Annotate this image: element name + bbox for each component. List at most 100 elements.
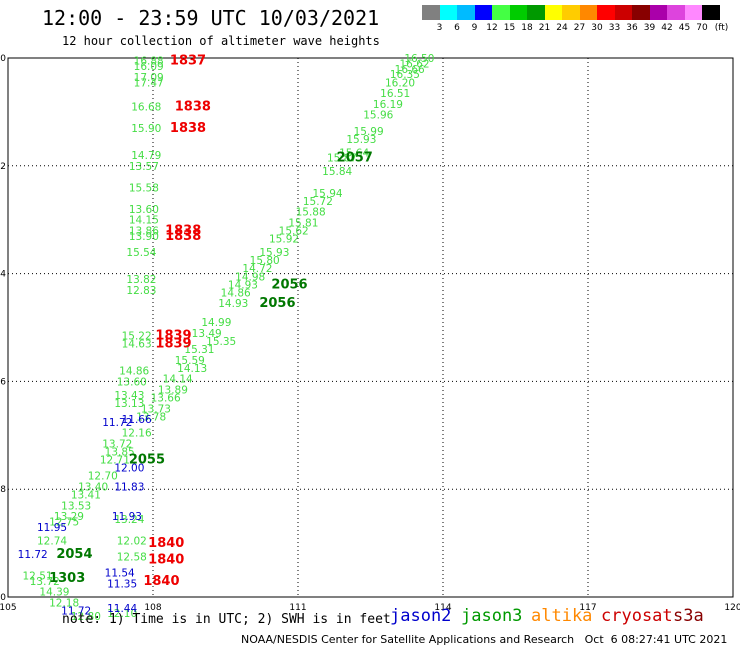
latitude-label: 44 <box>0 270 6 280</box>
pass-time-label: 2057 <box>337 151 373 166</box>
color-scale-label: 6 <box>454 23 460 33</box>
color-swatch <box>544 5 562 20</box>
longitude-label: 111 <box>289 603 306 613</box>
wave-height-label: 14.13 <box>177 363 207 375</box>
color-swatch <box>702 5 720 20</box>
color-swatch <box>492 5 510 20</box>
wave-height-label: 13.60 <box>117 376 147 388</box>
wave-height-label: 11.66 <box>122 414 152 426</box>
wave-height-label: 14.93 <box>218 298 248 310</box>
wave-height-label: 12.00 <box>114 463 144 475</box>
wave-height-label: 14.63 <box>122 339 152 351</box>
wave-height-label: 15.62 <box>279 225 309 237</box>
wave-height-label: 16.88 <box>134 56 164 68</box>
wave-height-label: 11.83 <box>114 482 144 494</box>
color-swatch <box>562 5 580 20</box>
wave-height-label: 15.64 <box>339 147 369 159</box>
wave-height-label: 14.99 <box>201 317 231 329</box>
wave-height-label: 13.85 <box>105 446 135 458</box>
wave-height-label: 13.29 <box>54 511 84 523</box>
wave-height-label: 16.20 <box>385 77 415 89</box>
wave-height-label: 13.43 <box>114 390 144 402</box>
wave-height-label: 12.58 <box>117 552 147 564</box>
wave-height-label: 15.92 <box>269 234 299 246</box>
color-scale-label: 30 <box>591 23 603 33</box>
wave-height-label: 12.83 <box>126 285 156 297</box>
wave-height-label: 13.72 <box>102 438 132 450</box>
wave-height-label: 15.58 <box>129 182 159 194</box>
wave-height-label: 15.81 <box>288 217 318 229</box>
pass-time-label: 1839 <box>155 337 191 352</box>
wave-height-label: 12.71 <box>100 455 130 467</box>
wave-height-label: 11.44 <box>107 603 137 615</box>
longitude-label: 120 <box>724 603 740 613</box>
satellite-legend-entry: s3a <box>673 606 704 626</box>
color-swatch <box>684 5 702 20</box>
footer-credit: NOAA/NESDIS Center for Satellite Applica… <box>241 633 728 646</box>
wave-height-label: 16.35 <box>390 69 420 81</box>
wave-height-label: 13.49 <box>192 328 222 340</box>
color-swatch <box>422 5 440 20</box>
wave-height-label: 14.79 <box>131 150 161 162</box>
pass-time-label: 1840 <box>143 574 179 589</box>
wave-height-label: 17.47 <box>134 77 164 89</box>
color-swatch <box>509 5 527 20</box>
pass-time-label: 1840 <box>148 552 184 567</box>
satellite-legend-entry: jason3 <box>461 606 523 626</box>
wave-height-label: 14.39 <box>39 587 69 599</box>
wave-height-label: 15.59 <box>175 355 205 367</box>
wave-height-label: 12.51 <box>23 570 53 582</box>
map-subtitle: 12 hour collection of altimeter wave hei… <box>62 34 380 48</box>
satellite-legend-entry: jason2 <box>390 606 452 626</box>
wave-height-label: 16.51 <box>380 88 410 100</box>
color-scale-label: 39 <box>643 23 656 33</box>
wave-height-label: 15.88 <box>296 207 326 219</box>
color-swatch <box>579 5 597 20</box>
wave-height-label: 14.15 <box>129 215 159 227</box>
latitude-label: 40 <box>0 54 6 64</box>
wave-height-label: 11.35 <box>107 579 137 591</box>
wave-height-label: 13.53 <box>61 500 91 512</box>
wave-height-label: 13.73 <box>141 403 171 415</box>
wave-height-label: 14.86 <box>221 287 251 299</box>
wave-height-label: 15.35 <box>206 336 236 348</box>
color-swatch <box>439 5 457 20</box>
wave-height-label: 15.80 <box>250 255 280 267</box>
wave-height-label: 13.66 <box>151 393 181 405</box>
pass-time-label: 1838 <box>175 100 211 115</box>
wave-height-label: 12.16 <box>122 428 152 440</box>
wave-height-label: 11.72 <box>102 417 132 429</box>
color-scale-label: 70 <box>696 23 708 33</box>
color-swatch <box>527 5 545 20</box>
wave-height-label: 15.90 <box>131 123 161 135</box>
wave-height-label: 13.57 <box>129 161 159 173</box>
wave-height-label: 15.93 <box>346 134 376 146</box>
pass-time-label: 1838 <box>165 223 201 238</box>
wave-height-label: 15.93 <box>259 247 289 259</box>
latitude-label: 48 <box>0 485 6 495</box>
wave-height-label: 14.86 <box>119 366 149 378</box>
wave-height-label: 15.94 <box>313 188 343 200</box>
longitude-label: 117 <box>579 603 596 613</box>
wave-height-label: 15.84 <box>322 166 352 178</box>
wave-height-label: 16.66 <box>395 64 425 76</box>
color-scale-label: (ft) <box>714 23 729 33</box>
longitude-label: 108 <box>144 603 161 613</box>
pass-time-label: 1838 <box>170 121 206 136</box>
wave-height-label: 11.54 <box>105 568 135 580</box>
latitude-label: 42 <box>0 162 6 172</box>
color-scale-label: 18 <box>521 23 533 33</box>
wave-height-label: 14.14 <box>163 374 193 386</box>
wave-height-label: 15.99 <box>354 126 384 138</box>
color-swatch <box>632 5 650 20</box>
wave-height-label: 13.72 <box>30 576 60 588</box>
color-swatch <box>649 5 667 20</box>
wave-height-label: 11.72 <box>61 605 91 617</box>
wave-height-label: 15.22 <box>122 331 152 343</box>
wave-height-label: 12.80 <box>71 611 101 623</box>
wave-height-label: 14.98 <box>235 271 265 283</box>
wave-height-label: 15.54 <box>126 247 156 259</box>
color-scale-label: 33 <box>608 23 621 33</box>
wave-height-label: 14.72 <box>242 263 272 275</box>
wave-height-label: 13.89 <box>158 384 188 396</box>
